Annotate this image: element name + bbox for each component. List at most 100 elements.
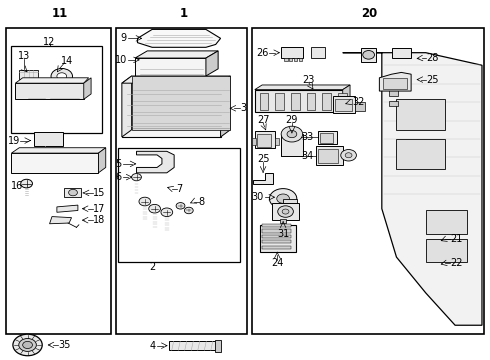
Bar (396, 139, 445, 169)
Circle shape (287, 131, 297, 138)
Text: 6: 6 (116, 172, 122, 182)
Bar (275, 93, 284, 110)
Bar (294, 58, 297, 61)
Bar (392, 48, 411, 58)
Polygon shape (15, 83, 84, 99)
Circle shape (341, 149, 356, 161)
Text: 17: 17 (93, 204, 105, 214)
Bar (396, 99, 445, 130)
Bar (262, 235, 292, 238)
Bar (252, 28, 485, 334)
Text: 27: 27 (257, 115, 270, 125)
Bar (389, 101, 398, 107)
Bar (262, 224, 292, 227)
Text: 2: 2 (149, 262, 155, 272)
Bar (389, 90, 398, 96)
Bar (19, 70, 38, 79)
Text: 31: 31 (277, 229, 289, 239)
Circle shape (345, 153, 352, 158)
Text: 12: 12 (44, 37, 56, 47)
Bar (281, 134, 303, 156)
Circle shape (277, 194, 290, 203)
Bar (426, 239, 467, 262)
Circle shape (282, 209, 289, 214)
Text: 20: 20 (362, 7, 378, 20)
Polygon shape (220, 76, 230, 137)
Polygon shape (122, 76, 230, 83)
Bar (320, 134, 333, 143)
Polygon shape (98, 148, 106, 173)
Text: 30: 30 (251, 192, 263, 202)
Bar (262, 240, 292, 243)
Ellipse shape (34, 87, 61, 95)
Polygon shape (84, 78, 91, 99)
Circle shape (176, 203, 185, 209)
Circle shape (139, 197, 151, 206)
Bar (280, 220, 286, 223)
Polygon shape (206, 51, 218, 76)
Text: 18: 18 (93, 215, 105, 225)
Bar (318, 131, 337, 144)
Polygon shape (343, 53, 482, 325)
Text: 35: 35 (58, 340, 71, 350)
Bar (283, 199, 297, 209)
Bar (260, 225, 296, 252)
Text: 34: 34 (301, 150, 314, 161)
Bar (322, 93, 331, 110)
Bar (281, 46, 303, 58)
Bar (215, 339, 220, 352)
Polygon shape (49, 217, 72, 224)
Text: 9: 9 (121, 33, 127, 43)
Bar (333, 96, 355, 113)
Bar (64, 188, 81, 197)
Bar (260, 93, 269, 110)
Bar (335, 99, 352, 111)
Bar (426, 211, 467, 234)
Text: 4: 4 (150, 341, 156, 351)
Bar (355, 102, 365, 111)
Circle shape (19, 338, 36, 351)
Polygon shape (11, 148, 106, 153)
Bar (289, 58, 293, 61)
Text: 23: 23 (302, 75, 315, 85)
Text: 3: 3 (240, 103, 246, 113)
Bar (383, 78, 407, 89)
Circle shape (278, 206, 294, 217)
Polygon shape (11, 153, 98, 173)
Bar (299, 58, 302, 61)
Text: 1: 1 (180, 7, 188, 20)
Polygon shape (137, 151, 174, 173)
Bar (252, 138, 256, 145)
Circle shape (363, 50, 374, 59)
Polygon shape (343, 85, 350, 112)
Text: 10: 10 (115, 55, 127, 65)
Polygon shape (138, 30, 220, 47)
Bar (116, 28, 247, 334)
Polygon shape (379, 72, 411, 91)
Bar (255, 131, 275, 148)
Text: 5: 5 (116, 159, 122, 169)
Polygon shape (15, 78, 89, 83)
Circle shape (161, 208, 172, 217)
Polygon shape (132, 76, 230, 130)
Text: 15: 15 (93, 188, 105, 198)
Bar (338, 93, 346, 110)
Bar (11, 45, 102, 134)
Bar (262, 229, 292, 233)
Circle shape (21, 179, 32, 188)
Circle shape (69, 189, 77, 196)
Circle shape (23, 341, 32, 348)
Bar (118, 148, 240, 262)
Polygon shape (135, 51, 218, 58)
Bar (5, 28, 111, 334)
Circle shape (270, 189, 297, 209)
Bar (34, 132, 63, 146)
Bar (272, 203, 299, 220)
Text: 11: 11 (51, 7, 68, 20)
Text: 14: 14 (61, 56, 73, 66)
Bar (316, 146, 343, 165)
Polygon shape (57, 205, 78, 212)
Circle shape (57, 73, 67, 80)
Bar (169, 341, 216, 350)
Text: 13: 13 (18, 51, 30, 61)
